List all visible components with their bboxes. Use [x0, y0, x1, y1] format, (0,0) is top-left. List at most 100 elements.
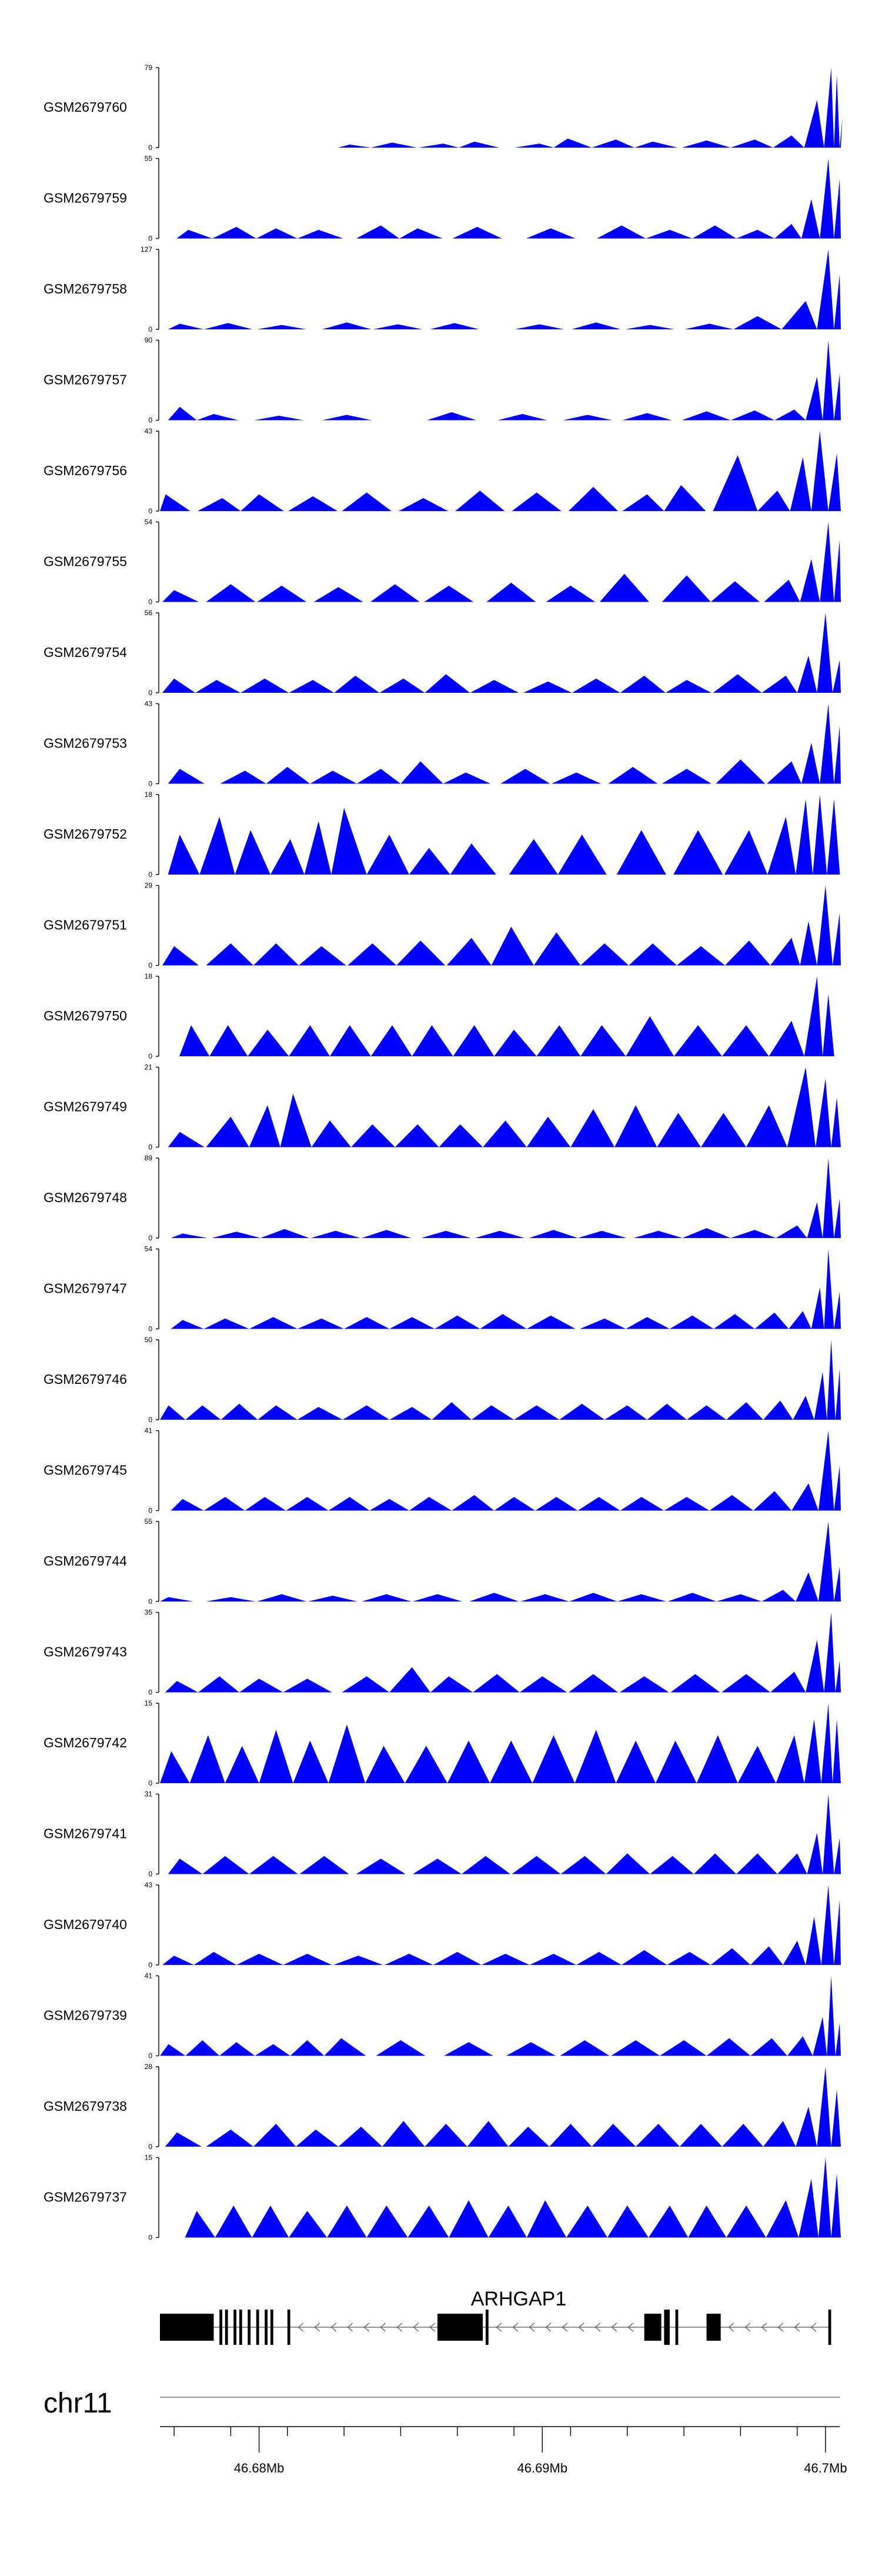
coverage-peak [818, 2157, 831, 2238]
coverage-peak [560, 2040, 610, 2056]
y-min-label: 0 [148, 1961, 152, 1969]
coverage-peak [665, 680, 711, 693]
coverage-peak [160, 2044, 186, 2056]
y-min-label: 0 [148, 870, 152, 879]
strand-arrow [627, 2323, 634, 2332]
coverage-peak [823, 994, 834, 1056]
exon [239, 2310, 242, 2345]
coverage-peak [195, 680, 241, 693]
track-GSM2679753: GSM2679753 43 0 [44, 700, 841, 788]
coverage-peak [220, 770, 266, 784]
coverage-peak [580, 943, 629, 966]
exon [437, 2314, 483, 2341]
track-label: GSM2679753 [44, 736, 127, 751]
coverage-peak [828, 453, 841, 511]
coverage-peak [322, 322, 372, 329]
coverage-peak [370, 142, 417, 148]
exon [233, 2310, 236, 2345]
coverage-peak [713, 1314, 755, 1329]
track-GSM2679758: GSM2679758 127 0 [44, 245, 841, 333]
coverage-peak [342, 1405, 390, 1420]
coverage-peak [736, 1853, 777, 1874]
strand-arrows [298, 2323, 817, 2332]
coverage-peak [160, 1751, 190, 1783]
coverage-peak [462, 1856, 510, 1874]
coverage-peak [469, 1593, 519, 1601]
coverage-peak [453, 1025, 495, 1056]
coverage-peak [334, 675, 380, 693]
coverage-peak [536, 1025, 581, 1056]
track-GSM2679740: GSM2679740 43 0 [44, 1881, 841, 1969]
coverage-peak [789, 1311, 811, 1329]
coverage-peak [597, 225, 646, 239]
track-GSM2679755: GSM2679755 54 0 [44, 518, 841, 606]
coverage-peak [486, 582, 536, 602]
coverage-peak [769, 1020, 804, 1056]
coverage-peak [168, 1858, 203, 1874]
coverage-peak [833, 660, 841, 693]
coverage-peak [774, 223, 801, 239]
coverage-peak [834, 1838, 841, 1874]
y-min-label: 0 [148, 1779, 152, 1787]
coverage-peak [526, 228, 576, 239]
coverage-peak [526, 1315, 576, 1329]
coverage-peak [546, 585, 596, 602]
coverage-peak [483, 1120, 527, 1147]
coverage-peak [817, 885, 833, 966]
coverage-peak [491, 926, 534, 966]
coverage-peak [570, 1109, 615, 1147]
coverage-peak [338, 2127, 383, 2147]
coverage-peak [834, 1466, 841, 1511]
coverage-peak [215, 2205, 252, 2238]
coverage-peak [257, 325, 307, 329]
y-max-label: 35 [145, 1609, 153, 1617]
coverage-peak [168, 323, 204, 329]
y-min-label: 0 [148, 598, 152, 606]
y-max-label: 41 [145, 1972, 153, 1980]
coverage-peak [254, 415, 304, 421]
coverage-peak [607, 2205, 649, 2238]
coverage-peak [370, 1025, 412, 1056]
gene-label: ARHGAP1 [471, 2288, 567, 2310]
track-label: GSM2679738 [44, 2098, 127, 2114]
coverage-peak [682, 1228, 731, 1238]
coverage-peak [633, 1230, 683, 1238]
coverage-peak [801, 199, 820, 239]
coverage-peak [686, 1405, 727, 1420]
y-max-label: 55 [145, 1517, 153, 1526]
coverage-peak [444, 2042, 493, 2056]
coverage-peak [259, 1730, 293, 1783]
coverage-peak [514, 324, 564, 329]
coverage-peak [162, 946, 199, 966]
coverage-peak [800, 921, 817, 966]
coverage-peak [580, 1318, 626, 1329]
coverage-peak [629, 943, 677, 966]
track-label: GSM2679756 [44, 463, 127, 478]
coverage-peak [549, 2124, 592, 2147]
coverage-peak [827, 799, 840, 875]
coverage-peak [500, 769, 550, 784]
coverage-peak [470, 680, 519, 693]
strand-arrow [314, 2323, 320, 2332]
coverage-peak [827, 1340, 836, 1420]
coverage-peak [764, 579, 800, 602]
exon [287, 2310, 290, 2345]
coverage-peak [713, 455, 758, 511]
coverage-peak [425, 674, 470, 693]
coverage-peak [523, 681, 572, 693]
strand-arrow [761, 2323, 767, 2332]
coverage-peak [816, 1078, 831, 1147]
coverage-peak [823, 1794, 834, 1874]
coverage-peak [599, 573, 649, 602]
coverage-peak [413, 1858, 462, 1874]
strand-arrow [728, 2323, 734, 2332]
coverage-peak [168, 1132, 205, 1147]
coverage-peak [160, 1597, 193, 1601]
coverage-peak [767, 761, 801, 784]
coverage-peak [553, 138, 592, 148]
strand-arrow [545, 2323, 552, 2332]
coverage-peak [834, 373, 841, 421]
coverage-peak [519, 1676, 567, 1693]
coverage-peak [379, 678, 425, 693]
coverage-peak [660, 2040, 707, 2056]
